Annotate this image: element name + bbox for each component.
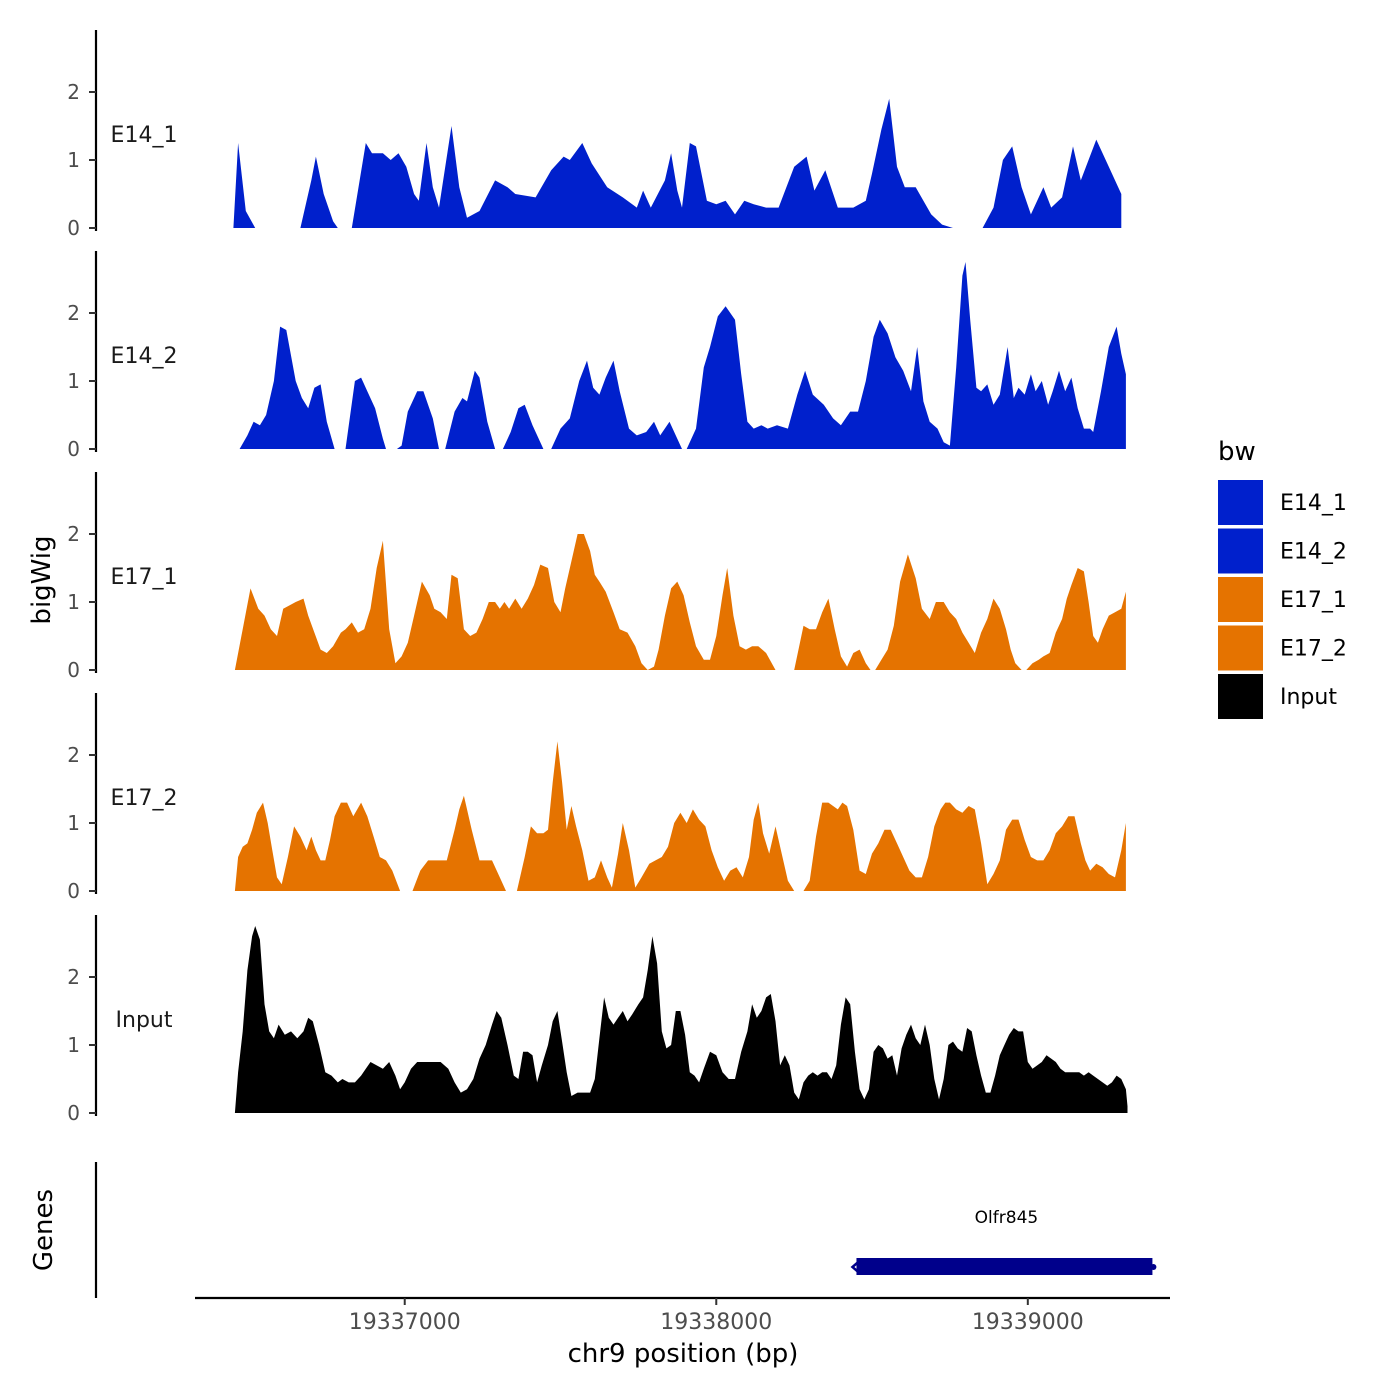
gene-body [856, 1258, 1153, 1275]
coverage-area-E14_2 [445, 370, 496, 449]
x-axis: 19337000 19338000 19339000 chr9 position (… [195, 1296, 1170, 1369]
legend-swatch-E14_1 [1218, 480, 1263, 525]
track-label: E17_1 [111, 565, 178, 590]
coverage-area-E14_1 [982, 139, 1122, 228]
coverage-area-E14_2 [396, 391, 439, 449]
legend-swatch-E17_2 [1218, 625, 1263, 671]
coverage-area-E17_2 [412, 795, 506, 891]
coverage-area-E14_2 [502, 404, 544, 449]
y-tick-label: 1 [67, 369, 80, 393]
legend-items: E14_1 E14_2 E17_1 E17_2 Input [1218, 480, 1347, 719]
coverage-area-E17_1 [234, 534, 776, 670]
coverage-area-E14_2 [345, 377, 386, 449]
coverage-area-E14_1 [233, 143, 256, 228]
y-tick-label: 0 [67, 1101, 80, 1125]
y-tick-label: 1 [67, 1033, 80, 1057]
track-label: Input [116, 1008, 173, 1033]
track-E14_2: 0 1 2 E14_2 [67, 251, 1126, 461]
y-tick-label: 2 [67, 743, 80, 767]
x-tick-label: 19338000 [660, 1310, 772, 1335]
track-label: E14_2 [111, 344, 178, 369]
legend-label: E14_2 [1280, 540, 1347, 565]
track-Input: 0 1 2 Input [67, 915, 1128, 1125]
y-tick-label: 0 [67, 216, 80, 240]
coverage-area-E14_2 [551, 360, 682, 449]
coverage-area-E14_1 [300, 156, 338, 228]
gene-marks: Olfr845 [850, 1208, 1157, 1275]
legend-label: E17_1 [1280, 588, 1347, 613]
y-tick-label: 0 [67, 437, 80, 461]
legend: bw E14_1 E14_2 E17_1 E17_2 Input [1218, 437, 1347, 719]
gene-strand-arrow [850, 1260, 861, 1274]
legend-swatch-E17_1 [1218, 577, 1263, 622]
legend-swatch-Input [1218, 674, 1263, 719]
x-tick-label: 19337000 [349, 1310, 461, 1335]
gene-label: Olfr845 [975, 1208, 1039, 1228]
coverage-area-E14_2 [239, 326, 335, 449]
track-label: E17_2 [111, 786, 178, 811]
y-axis-title: bigWig [27, 535, 57, 624]
y-tick-label: 2 [67, 301, 80, 325]
track-E17_2: 0 1 2 E17_2 [67, 693, 1126, 903]
legend-label: E17_2 [1280, 637, 1347, 662]
y-tick-label: 2 [67, 965, 80, 989]
coverage-tracks: 0 1 2 E14_1 0 1 2 E14_2 0 1 2 E17_1 0 1 2 E17_2 0 1 2 Input [67, 30, 1128, 1125]
coverage-area-E17_2 [803, 802, 1126, 891]
x-ticks: 19337000 19338000 19339000 [349, 1298, 1084, 1335]
track-E14_1: 0 1 2 E14_1 [67, 30, 1122, 240]
legend-label: E14_1 [1280, 491, 1347, 516]
y-tick-label: 1 [67, 811, 80, 835]
coverage-area-Input [234, 926, 1128, 1113]
coverage-area-E14_1 [351, 98, 963, 228]
y-tick-label: 2 [67, 80, 80, 104]
gene-end-cap [1150, 1264, 1157, 1270]
coverage-area-E17_2 [516, 741, 795, 891]
y-tick-label: 1 [67, 590, 80, 614]
track-label: E14_1 [111, 123, 178, 148]
legend-swatch-E14_2 [1218, 528, 1263, 574]
coverage-area-E17_2 [234, 802, 401, 891]
y-tick-label: 0 [67, 658, 80, 682]
coverage-area-E17_1 [794, 554, 1022, 670]
track-E17_1: 0 1 2 E17_1 [67, 472, 1126, 682]
x-axis-title: chr9 position (bp) [568, 1339, 799, 1369]
y-tick-label: 2 [67, 522, 80, 546]
x-tick-label: 19339000 [972, 1310, 1084, 1335]
coverage-area-E14_2 [686, 262, 1126, 449]
y-tick-label: 1 [67, 148, 80, 172]
genes-axis-label: Genes [29, 1189, 59, 1271]
legend-label: Input [1280, 685, 1337, 710]
coverage-area-E17_1 [1026, 568, 1126, 670]
genes-panel: Genes Olfr845 [29, 1162, 1157, 1298]
y-tick-label: 0 [67, 879, 80, 903]
legend-title: bw [1218, 437, 1256, 467]
